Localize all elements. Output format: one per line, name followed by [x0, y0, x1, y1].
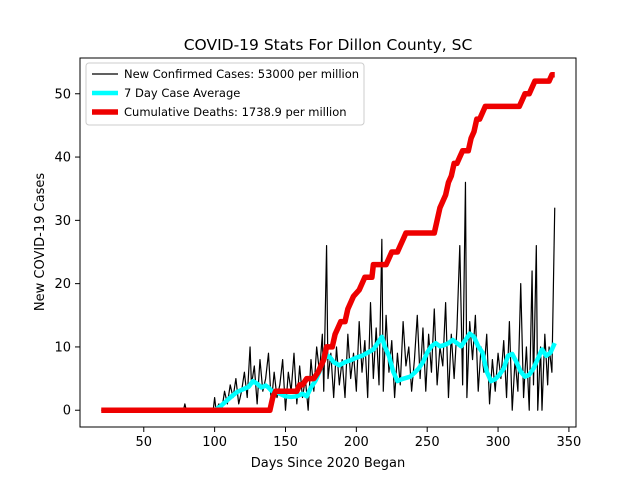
x-tick-label: 150 — [273, 435, 298, 450]
x-tick-label: 300 — [486, 435, 511, 450]
x-axis: 50 100 150 200 250 300 350 — [135, 427, 581, 450]
series-new-cases-line — [101, 181, 556, 411]
x-tick-label: 250 — [415, 435, 440, 450]
y-tick-label: 20 — [54, 277, 71, 292]
plot-frame — [79, 57, 577, 428]
y-tick-label: 0 — [63, 404, 71, 419]
y-tick-label: 10 — [54, 340, 71, 355]
x-tick-label: 50 — [135, 435, 152, 450]
x-tick-label: 200 — [344, 435, 369, 450]
y-tick-label: 30 — [54, 214, 71, 229]
legend-box — [85, 62, 365, 126]
y-tick-label: 50 — [54, 87, 71, 102]
legend-label-new-cases: New Confirmed Cases: 53000 per million — [124, 67, 359, 81]
legend: New Confirmed Cases: 53000 per million 7… — [85, 62, 365, 126]
y-axis-label: New COVID-19 Cases — [33, 173, 48, 311]
legend-label-cumulative-deaths: Cumulative Deaths: 1738.9 per million — [124, 105, 347, 119]
x-tick-label: 100 — [202, 435, 227, 450]
legend-label-7day-average: 7 Day Case Average — [124, 86, 240, 100]
x-tick-label: 350 — [557, 435, 582, 450]
y-axis: 0 10 20 30 40 50 — [54, 87, 80, 419]
x-axis-label: Days Since 2020 Began — [251, 456, 406, 471]
series-cumulative-deaths-line — [101, 72, 555, 413]
chart-title: COVID-19 Stats For Dillon County, SC — [184, 36, 473, 54]
y-tick-label: 40 — [54, 151, 71, 166]
